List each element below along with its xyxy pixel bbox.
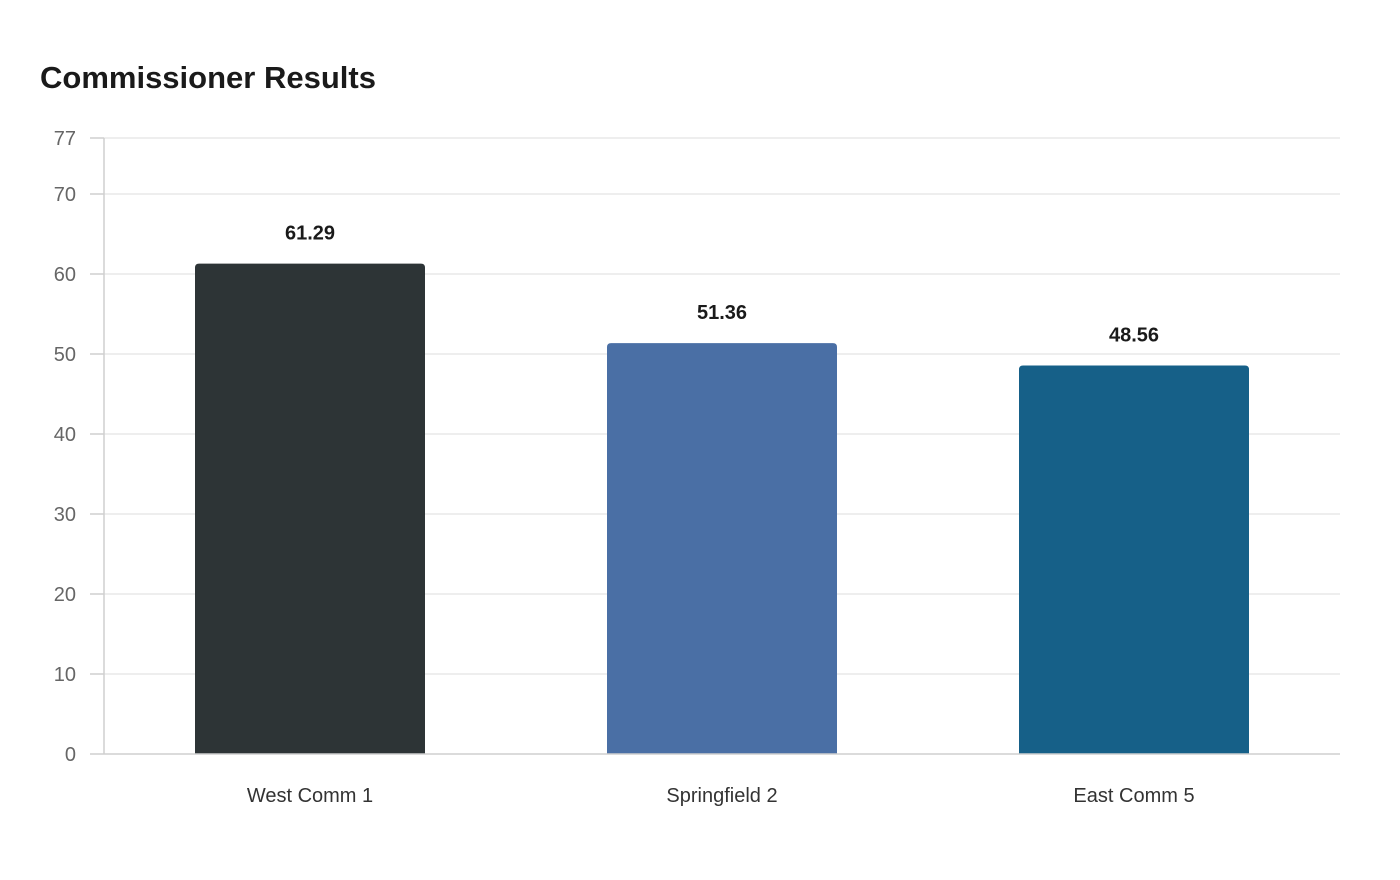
category-label-2: Springfield 2 [666,785,777,807]
value-label-1: 61.29 [285,223,335,245]
value-label-2: 51.36 [697,302,747,324]
category-labels: West Comm 1 Springfield 2 East Comm 5 [247,785,1195,807]
bar-2 [607,343,837,754]
y-tick-label-50: 50 [54,344,76,366]
y-tick-label-40: 40 [54,424,76,446]
y-tick-label-77: 77 [54,128,76,150]
y-tick-label-0: 0 [65,744,76,766]
value-labels: 61.29 51.36 48.56 [285,223,1159,347]
y-tick-label-70: 70 [54,184,76,206]
bar-1 [195,263,425,754]
y-tick-label-30: 30 [54,504,76,526]
category-label-1: West Comm 1 [247,785,373,807]
y-axis-ticks: 0 10 20 30 40 50 60 70 77 [54,128,104,766]
chart-title: Commissioner Results [40,60,376,95]
y-tick-label-20: 20 [54,584,76,606]
y-tick-label-10: 10 [54,664,76,686]
bar-3 [1019,365,1249,754]
y-tick-label-60: 60 [54,264,76,286]
category-label-3: East Comm 5 [1073,785,1194,807]
value-label-3: 48.56 [1109,325,1159,347]
bars [195,263,1249,754]
